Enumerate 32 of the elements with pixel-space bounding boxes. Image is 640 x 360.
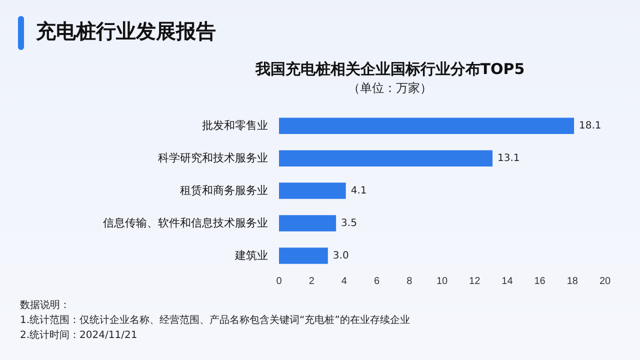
bar [279,215,336,232]
data-label: 3.0 [332,250,349,262]
x-tick-label: 8 [406,276,413,287]
bar [279,182,346,199]
x-tick-label: 12 [469,276,481,287]
bar [279,248,328,264]
chart-subtitle: 我国充电桩相关企业国标行业分布TOP5 [254,60,526,79]
data-label: 13.1 [498,152,520,164]
y-tick-label: 批发和零售业 [202,118,268,132]
text: 数据说明： [20,299,71,313]
text: 1.统计范围：仅统计企业名称、经营范围、产品名称包含关键词“充电桩”的在业存续企业 [20,314,410,328]
x-tick-label: 0 [276,276,282,287]
data-label: 3.5 [341,218,357,229]
text: （单位：万家） [347,80,433,97]
y-tick-label: 科学研究和技术服务业 [158,151,268,164]
data-label: 4.1 [350,185,367,196]
y-tick-label: 信息传输、软件和信息技术服务业 [103,216,268,230]
y-tick-label: 租赁和商务服务业 [180,184,268,197]
chart-title: 充电桩行业发展报告 [36,18,216,45]
x-tick-label: 18 [566,276,578,287]
x-tick-label: 4 [341,276,348,287]
x-tick-label: 10 [436,276,448,287]
x-tick-label: 14 [502,276,514,287]
text: 2.统计时间：2024/11/21 [20,328,138,343]
data-label: 18.1 [579,120,602,132]
bar [279,150,493,166]
y-tick-label: 建筑业 [234,248,268,262]
bar [279,118,574,134]
x-tick-label: 2 [308,276,315,287]
x-tick-label: 20 [599,276,611,287]
x-tick-label: 6 [374,276,380,287]
x-tick-label: 16 [534,276,546,287]
